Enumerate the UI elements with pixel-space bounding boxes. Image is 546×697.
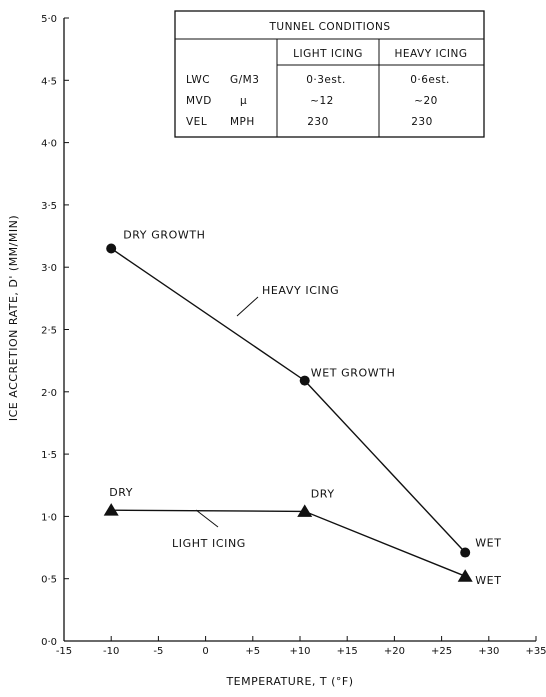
point-label: DRY bbox=[109, 486, 133, 499]
table-row-mvd-light: ~12 bbox=[310, 95, 334, 107]
table-row-mvd-param: MVD bbox=[186, 95, 212, 107]
table-title: TUNNEL CONDITIONS bbox=[268, 21, 390, 33]
point-label: DRY GROWTH bbox=[123, 229, 205, 242]
light-icing-leader-line bbox=[195, 509, 219, 528]
table-row-lwc-unit: G/M3 bbox=[230, 74, 259, 86]
x-tick-label: +5 bbox=[245, 646, 260, 657]
y-tick-label: 1·0 bbox=[41, 512, 57, 523]
x-tick-label: +25 bbox=[431, 646, 452, 657]
triangle-marker bbox=[103, 503, 119, 516]
circle-marker bbox=[460, 547, 471, 558]
y-tick-label: 3·0 bbox=[41, 263, 57, 274]
heavy-icing-leader-line bbox=[236, 296, 259, 317]
table-row-vel-light: 230 bbox=[307, 116, 329, 128]
table-row-lwc-param: LWC bbox=[186, 74, 210, 86]
y-ticks: 0·0 0·5 1·0 1·5 2·0 2·5 3·0 3·5 4·0 4·5 5·0 bbox=[41, 14, 69, 648]
series-line-light-icing bbox=[111, 509, 466, 577]
point-label: WET GROWTH bbox=[311, 367, 396, 380]
y-tick-label: 3·5 bbox=[41, 201, 57, 212]
circle-marker bbox=[299, 375, 310, 386]
x-tick-label: -10 bbox=[103, 646, 119, 657]
y-tick-label: 5·0 bbox=[41, 14, 57, 25]
series-lines bbox=[110, 247, 466, 577]
point-label: DRY bbox=[311, 487, 335, 500]
y-tick-label: 4·0 bbox=[41, 139, 57, 150]
triangle-marker bbox=[297, 504, 313, 517]
y-tick-label: 2·0 bbox=[41, 388, 57, 399]
table-row-mvd-heavy: ~20 bbox=[414, 95, 438, 107]
light-icing-series-label: LIGHT ICING bbox=[172, 537, 246, 550]
y-axis-title: ICE ACCRETION RATE, D' (MM/MIN) bbox=[7, 215, 20, 421]
y-tick-label: 4·5 bbox=[41, 76, 57, 87]
tunnel-conditions-table: TUNNEL CONDITIONS LIGHT ICING HEAVY ICIN… bbox=[174, 10, 485, 138]
x-tick-label: +35 bbox=[525, 646, 546, 657]
series-markers bbox=[103, 243, 473, 582]
table-border bbox=[174, 10, 485, 138]
table-header-heavy: HEAVY ICING bbox=[395, 48, 468, 60]
table-row-vel-param: VEL bbox=[186, 116, 207, 128]
table-row-vel-unit: MPH bbox=[230, 116, 255, 128]
table-row-lwc-heavy: 0·6est. bbox=[410, 74, 450, 86]
point-labels: DRY GROWTH WET GROWTH WET DRY DRY WET bbox=[109, 229, 501, 588]
x-tick-label: 0 bbox=[202, 646, 208, 657]
heavy-icing-series-label: HEAVY ICING bbox=[262, 284, 339, 297]
y-tick-label: 0·0 bbox=[41, 637, 57, 648]
x-ticks: -15 -10 -5 0 +5 +10 +15 +20 +25 +30 +35 bbox=[56, 636, 546, 657]
y-tick-label: 0·5 bbox=[41, 575, 57, 586]
circle-marker bbox=[106, 243, 117, 254]
x-tick-label: +20 bbox=[384, 646, 405, 657]
triangle-marker bbox=[457, 569, 473, 582]
x-tick-label: -5 bbox=[153, 646, 163, 657]
x-tick-label: -15 bbox=[56, 646, 72, 657]
table-row-mvd-unit: μ bbox=[240, 95, 247, 107]
x-tick-label: +15 bbox=[337, 646, 358, 657]
x-axis-title: TEMPERATURE, T (°F) bbox=[225, 675, 353, 688]
x-tick-label: +30 bbox=[478, 646, 499, 657]
y-tick-label: 1·5 bbox=[41, 450, 57, 461]
point-label: WET bbox=[475, 574, 501, 587]
y-tick-label: 2·5 bbox=[41, 326, 57, 337]
table-row-lwc-light: 0·3est. bbox=[306, 74, 346, 86]
table-row-vel-heavy: 230 bbox=[411, 116, 433, 128]
point-label: WET bbox=[475, 537, 501, 550]
x-tick-label: +10 bbox=[289, 646, 310, 657]
table-header-light: LIGHT ICING bbox=[293, 48, 363, 60]
